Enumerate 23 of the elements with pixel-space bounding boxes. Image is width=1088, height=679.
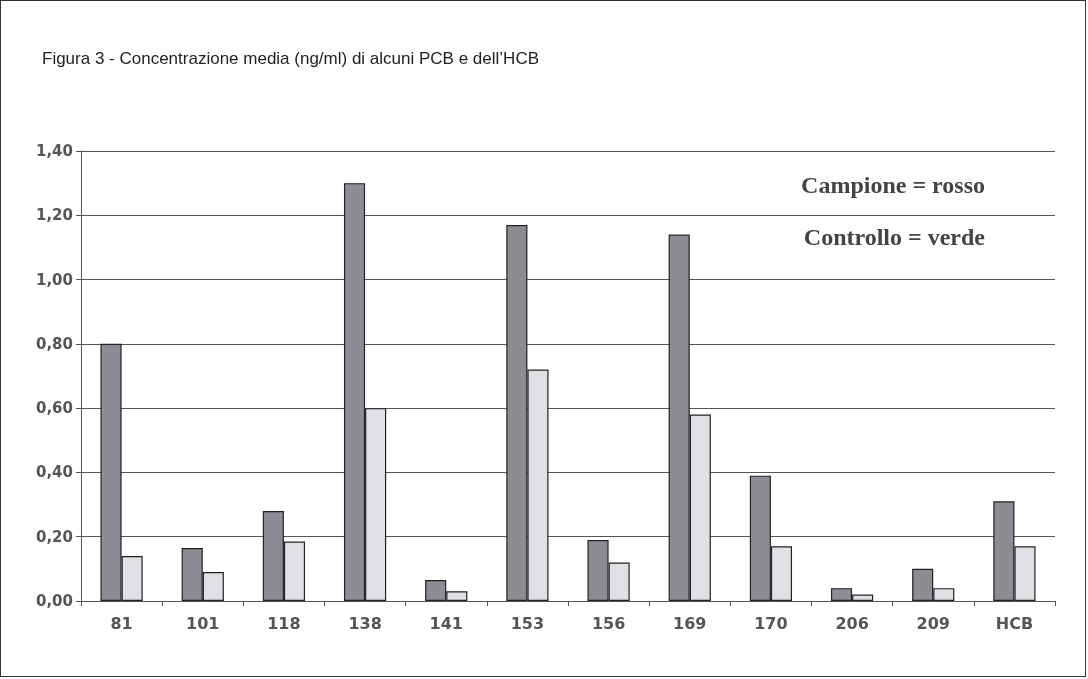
x-tick-label: 156 xyxy=(591,613,626,633)
x-tick-label: 153 xyxy=(510,613,545,633)
annotation: Controllo = verde xyxy=(803,224,986,250)
x-tick-label: 101 xyxy=(186,613,220,633)
x-tick-label: 118 xyxy=(267,613,301,633)
y-tick-label: 0,80 xyxy=(35,334,73,353)
x-tick-label: 209 xyxy=(916,613,950,633)
x-tick-label: 206 xyxy=(835,613,869,633)
x-tick-label: 141 xyxy=(429,613,463,633)
y-tick-label: 0,20 xyxy=(35,527,73,546)
annotation: Campione = rosso xyxy=(801,172,986,198)
x-tick-label: 170 xyxy=(754,613,788,633)
x-tick-label: HCB xyxy=(995,613,1034,633)
y-tick-label: 1,20 xyxy=(35,206,73,225)
chart-title: Figura 3 - Concentrazione media (ng/ml) di alcuni PCB e dell’HCB xyxy=(42,49,539,68)
y-tick-label: 0,40 xyxy=(35,463,73,482)
x-tick-label: 81 xyxy=(110,613,133,633)
x-tick-label: 169 xyxy=(673,613,707,633)
y-tick-label: 1,40 xyxy=(35,142,73,160)
y-tick-label: 1,00 xyxy=(35,270,73,289)
y-tick-label: 0,60 xyxy=(35,399,73,418)
x-tick-label: 138 xyxy=(348,613,382,633)
y-tick-label: 0,00 xyxy=(35,592,73,610)
